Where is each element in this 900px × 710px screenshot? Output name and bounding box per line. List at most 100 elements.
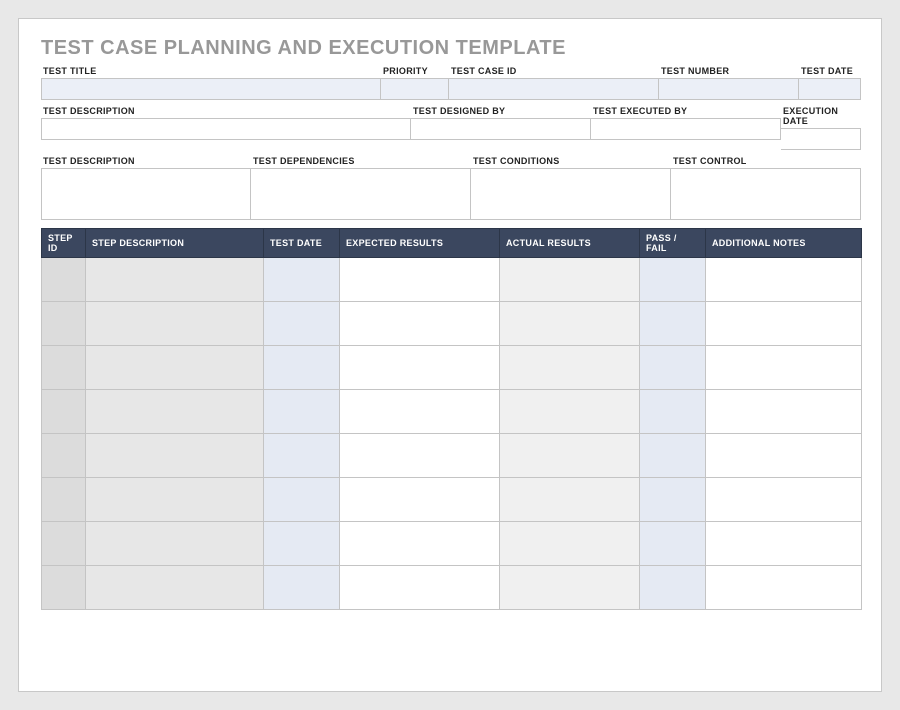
table-cell[interactable] — [42, 478, 86, 522]
table-cell[interactable] — [340, 258, 500, 302]
input-test-number[interactable] — [659, 78, 799, 100]
table-cell[interactable] — [706, 346, 862, 390]
table-cell[interactable] — [706, 390, 862, 434]
input-execution-date[interactable] — [781, 128, 861, 150]
table-cell[interactable] — [86, 434, 264, 478]
input-test-executed-by[interactable] — [591, 118, 781, 140]
col-additional-notes: ADDITIONAL NOTES — [706, 229, 862, 258]
input-test-description[interactable] — [41, 118, 411, 140]
table-cell[interactable] — [640, 390, 706, 434]
label-test-control: TEST CONTROL — [671, 156, 861, 168]
table-row — [42, 434, 862, 478]
table-cell[interactable] — [340, 478, 500, 522]
table-cell[interactable] — [706, 478, 862, 522]
label-test-date: TEST DATE — [799, 66, 861, 78]
table-cell[interactable] — [500, 302, 640, 346]
row3: TEST DESCRIPTION TEST DEPENDENCIES TEST … — [41, 156, 859, 220]
table-cell[interactable] — [706, 434, 862, 478]
table-cell[interactable] — [500, 434, 640, 478]
table-cell[interactable] — [42, 434, 86, 478]
table-cell[interactable] — [706, 566, 862, 610]
input-test-conditions[interactable] — [471, 168, 671, 220]
input-test-description-2[interactable] — [41, 168, 251, 220]
table-cell[interactable] — [264, 346, 340, 390]
table-row — [42, 346, 862, 390]
table-cell[interactable] — [86, 346, 264, 390]
table-cell[interactable] — [86, 478, 264, 522]
table-cell[interactable] — [264, 566, 340, 610]
input-test-designed-by[interactable] — [411, 118, 591, 140]
table-cell[interactable] — [42, 566, 86, 610]
table-cell[interactable] — [340, 302, 500, 346]
row1: TEST TITLE PRIORITY TEST CASE ID TEST NU… — [41, 66, 859, 100]
table-row — [42, 390, 862, 434]
label-execution-date: EXECUTION DATE — [781, 106, 861, 128]
table-cell[interactable] — [500, 258, 640, 302]
table-cell[interactable] — [500, 522, 640, 566]
table-cell[interactable] — [500, 478, 640, 522]
table-cell[interactable] — [264, 390, 340, 434]
table-cell[interactable] — [500, 346, 640, 390]
table-cell[interactable] — [340, 390, 500, 434]
table-cell[interactable] — [42, 522, 86, 566]
table-cell[interactable] — [340, 434, 500, 478]
label-test-number: TEST NUMBER — [659, 66, 799, 78]
label-test-description: TEST DESCRIPTION — [41, 106, 411, 118]
table-cell[interactable] — [264, 478, 340, 522]
table-cell[interactable] — [500, 390, 640, 434]
table-cell[interactable] — [706, 302, 862, 346]
table-cell[interactable] — [42, 390, 86, 434]
table-cell[interactable] — [42, 302, 86, 346]
label-test-description-2: TEST DESCRIPTION — [41, 156, 251, 168]
label-test-designed-by: TEST DESIGNED BY — [411, 106, 591, 118]
template-page: TEST CASE PLANNING AND EXECUTION TEMPLAT… — [18, 18, 882, 692]
label-test-executed-by: TEST EXECUTED BY — [591, 106, 781, 118]
table-cell[interactable] — [640, 346, 706, 390]
col-step-description: STEP DESCRIPTION — [86, 229, 264, 258]
table-cell[interactable] — [640, 302, 706, 346]
col-pass-fail: PASS / FAIL — [640, 229, 706, 258]
table-row — [42, 566, 862, 610]
input-test-title[interactable] — [41, 78, 381, 100]
col-expected-results: EXPECTED RESULTS — [340, 229, 500, 258]
table-cell[interactable] — [340, 522, 500, 566]
table-cell[interactable] — [500, 566, 640, 610]
col-test-date: TEST DATE — [264, 229, 340, 258]
steps-header-row: STEP ID STEP DESCRIPTION TEST DATE EXPEC… — [42, 229, 862, 258]
input-test-case-id[interactable] — [449, 78, 659, 100]
label-test-title: TEST TITLE — [41, 66, 381, 78]
table-cell[interactable] — [706, 258, 862, 302]
input-test-date[interactable] — [799, 78, 861, 100]
table-cell[interactable] — [86, 390, 264, 434]
input-test-control[interactable] — [671, 168, 861, 220]
table-cell[interactable] — [86, 566, 264, 610]
input-test-dependencies[interactable] — [251, 168, 471, 220]
steps-table: STEP ID STEP DESCRIPTION TEST DATE EXPEC… — [41, 228, 859, 610]
table-cell[interactable] — [340, 566, 500, 610]
table-cell[interactable] — [640, 258, 706, 302]
table-row — [42, 258, 862, 302]
table-cell[interactable] — [264, 302, 340, 346]
col-actual-results: ACTUAL RESULTS — [500, 229, 640, 258]
table-cell[interactable] — [264, 522, 340, 566]
table-cell[interactable] — [264, 434, 340, 478]
table-cell[interactable] — [640, 478, 706, 522]
table-cell[interactable] — [706, 522, 862, 566]
table-cell[interactable] — [86, 258, 264, 302]
table-cell[interactable] — [640, 522, 706, 566]
input-priority[interactable] — [381, 78, 449, 100]
table-cell[interactable] — [42, 258, 86, 302]
table-cell[interactable] — [42, 346, 86, 390]
label-test-case-id: TEST CASE ID — [449, 66, 659, 78]
label-test-conditions: TEST CONDITIONS — [471, 156, 671, 168]
table-cell[interactable] — [86, 302, 264, 346]
label-priority: PRIORITY — [381, 66, 449, 78]
table-cell[interactable] — [264, 258, 340, 302]
table-row — [42, 478, 862, 522]
table-cell[interactable] — [86, 522, 264, 566]
table-cell[interactable] — [640, 434, 706, 478]
page-title: TEST CASE PLANNING AND EXECUTION TEMPLAT… — [41, 37, 859, 60]
table-cell[interactable] — [640, 566, 706, 610]
table-cell[interactable] — [340, 346, 500, 390]
col-step-id: STEP ID — [42, 229, 86, 258]
